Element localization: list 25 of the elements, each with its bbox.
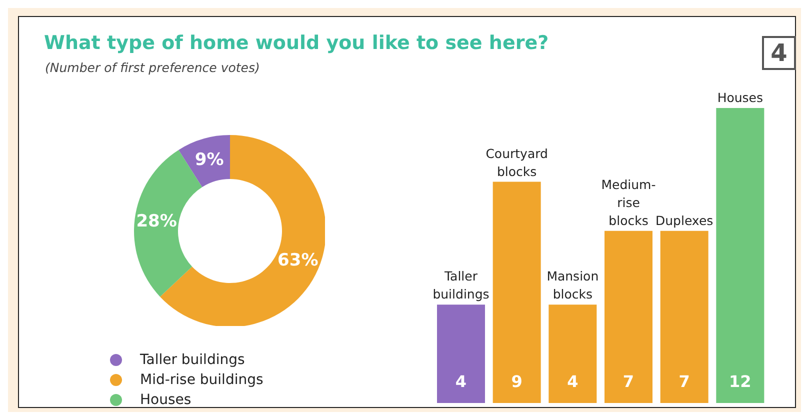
bar	[604, 230, 652, 403]
legend-label: Mid-rise buildings	[140, 372, 264, 388]
x-tick-label: Medium-rise blocks	[601, 176, 656, 228]
data-label: 28%	[136, 212, 177, 232]
bar	[437, 304, 485, 403]
data-label: 7	[622, 372, 634, 391]
data-label: 9%	[194, 150, 224, 170]
data-label: 4	[567, 372, 578, 391]
bar	[716, 108, 764, 403]
data-label: 12	[729, 372, 752, 391]
x-tick-label: Courtyard blocks	[486, 146, 548, 179]
x-tick-label: Mansion blocks	[546, 268, 599, 302]
data-label: 63%	[278, 250, 318, 270]
legend-label: Houses	[140, 392, 192, 408]
legend-label: Taller buildings	[140, 352, 245, 368]
bar	[492, 182, 541, 403]
x-tick-label: Duplexes	[656, 212, 714, 228]
bar	[548, 304, 597, 403]
chart-title: What type of home would you like to see here?	[44, 32, 549, 54]
chart-subtitle: (Number of first preference votes)	[45, 60, 260, 75]
data-label: 4	[455, 372, 467, 391]
data-label: 7	[678, 372, 690, 391]
number-box: 4	[762, 36, 796, 70]
data-label: 9	[511, 372, 522, 391]
bar	[660, 230, 708, 403]
